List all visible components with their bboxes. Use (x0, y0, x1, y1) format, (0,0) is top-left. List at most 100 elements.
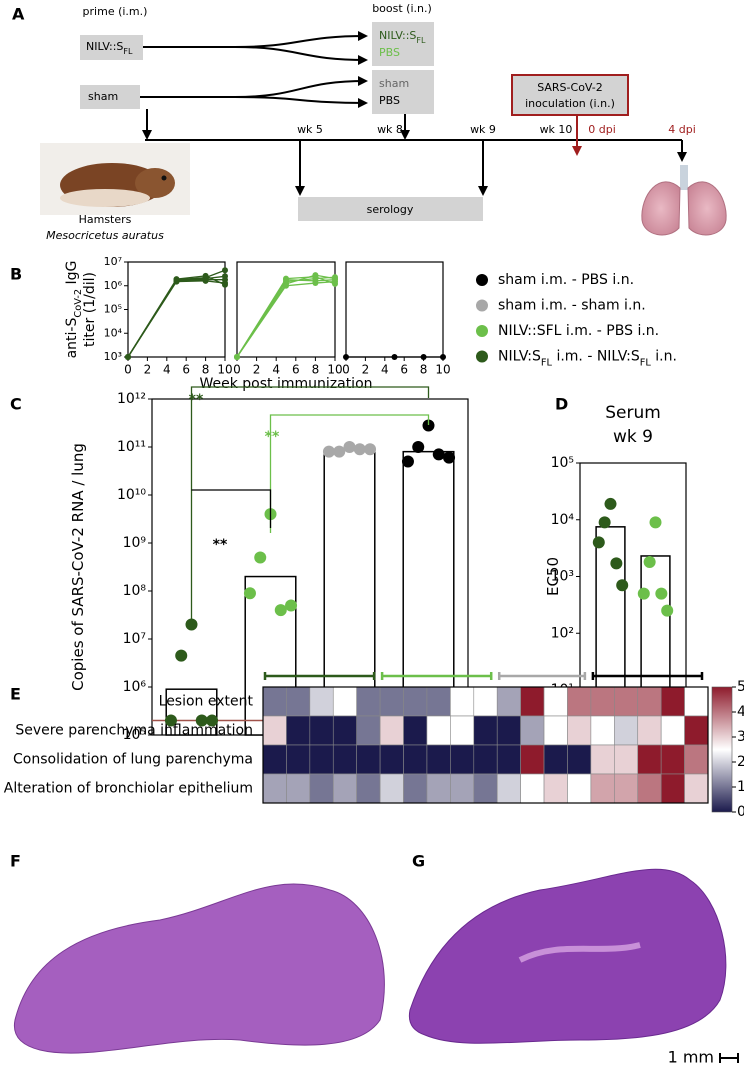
data-point (655, 587, 668, 600)
group-label: NILV::SFL (379, 29, 426, 45)
legend-label-part: FL (541, 357, 553, 368)
y-tick-label: 10⁷ (123, 631, 146, 647)
series-line (236, 280, 336, 358)
y-label-part: EC50 (544, 557, 562, 596)
group-label-part: FL (123, 47, 133, 56)
panel-label: A (12, 5, 25, 24)
branch (140, 76, 368, 98)
group-bracket (591, 672, 704, 680)
heatmap-cell (356, 744, 381, 775)
x-tick-label: 2 (362, 363, 370, 377)
heatmap-cell (660, 715, 685, 746)
bar (640, 555, 671, 691)
heatmap-cell (496, 715, 521, 746)
lung-section-f (13, 883, 385, 1054)
y-tick-label: 10³ (551, 569, 574, 585)
heatmap-cell (379, 744, 404, 775)
inoculation-label: inoculation (i.n.) (525, 97, 615, 110)
data-point (274, 604, 287, 617)
data-point (312, 273, 319, 280)
row-label: Alteration of bronchiolar epithelium (4, 781, 253, 797)
heatmap-cell (543, 686, 568, 717)
heatmap-cell (286, 773, 311, 804)
heatmap-cell (684, 744, 709, 775)
data-point (285, 599, 298, 612)
y-tick-label: 10⁶ (104, 279, 123, 292)
y-tick-label: 10¹¹ (117, 439, 146, 455)
heatmap-cell (309, 744, 334, 775)
group-bracket (497, 672, 587, 680)
timepoint: wk 10 (540, 123, 573, 136)
group-bracket (263, 672, 376, 680)
colorbar-tick-label: 0 (737, 804, 744, 820)
y-label: EC50 (544, 557, 562, 596)
x-tick-label: 2 (253, 363, 261, 377)
heatmap-cell (403, 715, 428, 746)
data-point (353, 443, 366, 456)
heatmap-cell (332, 686, 357, 717)
data-point (412, 441, 425, 453)
legend-label-part: NILV:S (498, 349, 541, 365)
x-tick-label: 10 (327, 363, 342, 377)
heatmap-cell (614, 686, 639, 717)
data-point (164, 714, 177, 727)
heatmap-cell (684, 773, 709, 804)
heatmap-cell (660, 686, 685, 717)
group-label: PBS (379, 46, 400, 59)
heatmap-cell (637, 686, 662, 717)
plot-frame (262, 686, 709, 804)
series-line (127, 280, 226, 358)
heatmap-cell (567, 773, 592, 804)
data-point (175, 649, 188, 662)
legend-label: sham i.m. - sham i.n. (498, 298, 646, 314)
series-line (127, 279, 225, 358)
colorbar-tick-label: 5 (737, 679, 744, 695)
heatmap-cell (543, 715, 568, 746)
legend-label-part: i.n. (651, 349, 677, 365)
legend-label-part: NILV::SFL i.m. - PBS i.n. (498, 323, 659, 339)
heatmap-cell (262, 744, 287, 775)
significance-label: ** (189, 392, 204, 408)
x-tick-label: 2 (144, 363, 152, 377)
significance-label: ** (265, 429, 280, 445)
branch (234, 96, 368, 108)
row-label: Consolidation of lung parenchyma (13, 752, 253, 768)
group-bracket (380, 672, 493, 680)
x-tick-label: 8 (420, 363, 428, 377)
serology-label: serology (367, 203, 414, 216)
histology: 1 mm (13, 868, 739, 1067)
heatmap-cell (332, 744, 357, 775)
heatmap-cell (614, 744, 639, 775)
group-label-part: FL (416, 36, 426, 45)
species-latin: Mesocricetus auratus (46, 229, 164, 242)
panel-label: C (10, 395, 22, 414)
heatmap-cell (567, 686, 592, 717)
heatmap-cell (426, 744, 451, 775)
boost-label: boost (i.n.) (372, 2, 432, 15)
heatmap-cell (450, 773, 475, 804)
panel-label: E (10, 685, 21, 704)
panel-label: D (555, 395, 568, 414)
y-label-part: CoV-2 (73, 289, 84, 318)
data-point (283, 275, 289, 282)
data-point (222, 281, 228, 288)
data-point (195, 714, 208, 727)
inoculation-box (511, 74, 629, 116)
legend-marker (476, 274, 488, 286)
y-tick-label: 10⁷ (104, 255, 122, 268)
y-label: anti-SCoV-2 IgG (64, 261, 84, 359)
legend-label-part: i.m. - NILV:S (552, 349, 640, 365)
data-point (173, 276, 180, 283)
data-point (604, 497, 617, 510)
x-tick-label: 6 (400, 363, 408, 377)
heatmap-cell (496, 686, 521, 717)
significance-bracket (269, 414, 430, 533)
heatmap-cell (426, 773, 451, 804)
series-line (127, 275, 226, 358)
heatmap-cell (637, 744, 662, 775)
heatmap-cell (356, 686, 381, 717)
data-point (401, 455, 414, 468)
timepoint: 0 dpi (588, 123, 616, 136)
y-tick-label: 10¹² (117, 391, 146, 407)
